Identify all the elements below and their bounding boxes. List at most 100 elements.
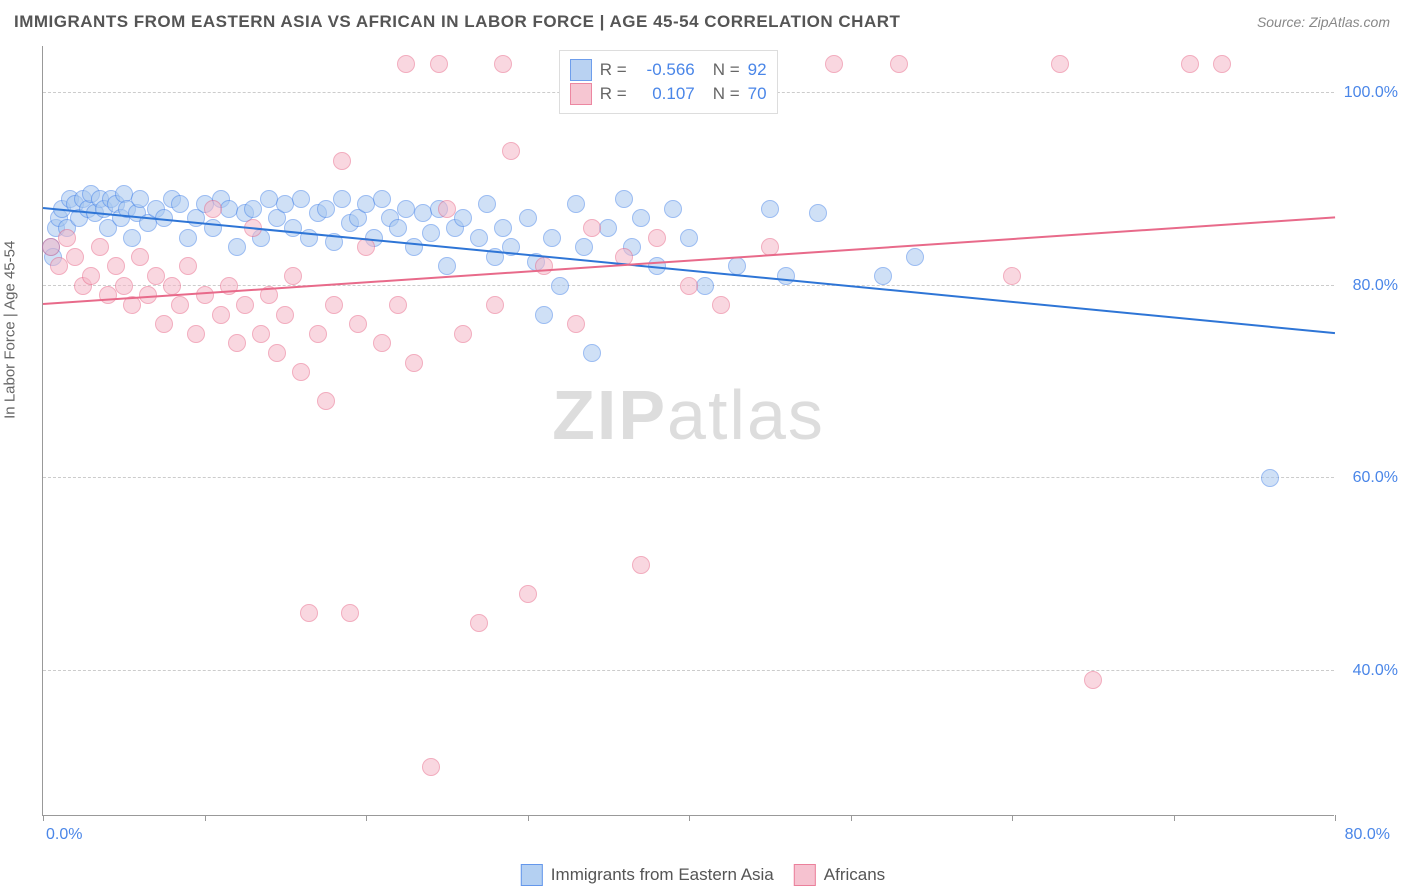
data-point	[317, 200, 335, 218]
n-label: N =	[713, 84, 740, 104]
n-label: N =	[713, 60, 740, 80]
data-point	[809, 204, 827, 222]
data-point	[777, 267, 795, 285]
data-point	[664, 200, 682, 218]
data-point	[252, 325, 270, 343]
data-point	[179, 229, 197, 247]
data-point	[397, 55, 415, 73]
data-point	[551, 277, 569, 295]
data-point	[309, 325, 327, 343]
legend-item-1: Africans	[794, 864, 885, 886]
data-point	[535, 257, 553, 275]
data-point	[1213, 55, 1231, 73]
data-point	[284, 267, 302, 285]
data-point	[333, 152, 351, 170]
data-point	[115, 277, 133, 295]
data-point	[454, 209, 472, 227]
data-point	[454, 325, 472, 343]
x-tick-label: 0.0%	[46, 826, 82, 844]
data-point	[567, 315, 585, 333]
data-point	[349, 315, 367, 333]
data-point	[1261, 469, 1279, 487]
data-point	[405, 354, 423, 372]
data-point	[196, 286, 214, 304]
data-point	[470, 229, 488, 247]
data-point	[268, 344, 286, 362]
y-axis-label: In Labor Force | Age 45-54	[2, 241, 19, 419]
data-point	[212, 306, 230, 324]
data-point	[438, 257, 456, 275]
data-point	[890, 55, 908, 73]
r-value: 0.107	[635, 84, 695, 104]
x-tick	[366, 815, 367, 821]
data-point	[494, 55, 512, 73]
data-point	[179, 257, 197, 275]
data-point	[228, 334, 246, 352]
data-point	[204, 219, 222, 237]
r-label: R =	[600, 60, 627, 80]
data-point	[171, 195, 189, 213]
data-point	[284, 219, 302, 237]
data-point	[599, 219, 617, 237]
plot-area: ZIPatlas 40.0%60.0%80.0%100.0%	[42, 46, 1334, 816]
n-value: 92	[748, 60, 767, 80]
data-point	[632, 209, 650, 227]
data-point	[325, 296, 343, 314]
data-point	[50, 257, 68, 275]
data-point	[300, 604, 318, 622]
legend-swatch	[570, 59, 592, 81]
data-point	[373, 190, 391, 208]
legend-label-0: Immigrants from Eastern Asia	[551, 865, 774, 885]
x-tick	[689, 815, 690, 821]
data-point	[1051, 55, 1069, 73]
chart-container: IMMIGRANTS FROM EASTERN ASIA VS AFRICAN …	[0, 0, 1406, 892]
data-point	[519, 209, 537, 227]
data-point	[228, 238, 246, 256]
y-tick-label: 80.0%	[1353, 277, 1398, 295]
data-point	[131, 248, 149, 266]
x-tick	[851, 815, 852, 821]
trend-line	[43, 207, 1335, 334]
data-point	[1084, 671, 1102, 689]
y-tick-label: 100.0%	[1344, 84, 1398, 102]
data-point	[680, 277, 698, 295]
data-point	[405, 238, 423, 256]
data-point	[494, 219, 512, 237]
grid-line	[43, 477, 1334, 478]
data-point	[696, 277, 714, 295]
legend-bottom: Immigrants from Eastern Asia Africans	[521, 864, 885, 886]
data-point	[1003, 267, 1021, 285]
y-tick-label: 40.0%	[1353, 662, 1398, 680]
n-value: 70	[748, 84, 767, 104]
data-point	[761, 200, 779, 218]
legend-label-1: Africans	[824, 865, 885, 885]
data-point	[107, 257, 125, 275]
data-point	[333, 190, 351, 208]
legend-swatch-1	[794, 864, 816, 886]
data-point	[163, 277, 181, 295]
data-point	[502, 142, 520, 160]
x-tick	[528, 815, 529, 821]
data-point	[583, 344, 601, 362]
data-point	[82, 267, 100, 285]
data-point	[486, 296, 504, 314]
x-tick	[1174, 815, 1175, 821]
source-label: Source: ZipAtlas.com	[1257, 14, 1390, 30]
data-point	[276, 306, 294, 324]
data-point	[632, 556, 650, 574]
data-point	[648, 229, 666, 247]
data-point	[155, 315, 173, 333]
data-point	[874, 267, 892, 285]
r-value: -0.566	[635, 60, 695, 80]
data-point	[99, 286, 117, 304]
data-point	[583, 219, 601, 237]
data-point	[66, 248, 84, 266]
data-point	[131, 190, 149, 208]
watermark-light: atlas	[667, 376, 825, 454]
x-tick	[1012, 815, 1013, 821]
chart-title: IMMIGRANTS FROM EASTERN ASIA VS AFRICAN …	[14, 12, 900, 32]
data-point	[906, 248, 924, 266]
legend-row: R =0.107N =70	[570, 83, 767, 105]
data-point	[317, 392, 335, 410]
data-point	[204, 200, 222, 218]
